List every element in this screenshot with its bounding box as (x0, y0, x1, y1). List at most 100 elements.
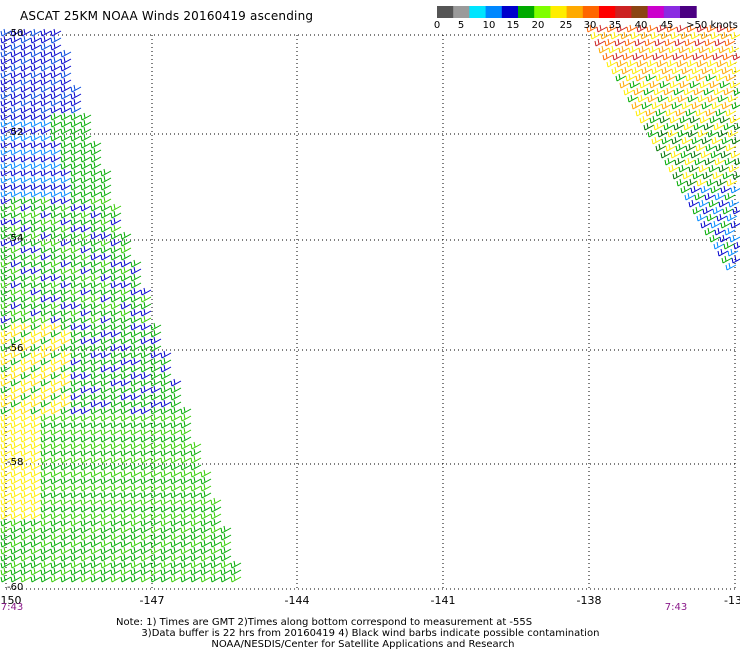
wind-barb (90, 511, 102, 520)
wind-barb (60, 378, 72, 387)
wind-barb (80, 483, 92, 492)
wind-barb (40, 539, 52, 548)
wind-barb (90, 266, 102, 275)
wind-barb (721, 66, 733, 75)
wind-barb (60, 490, 72, 499)
wind-barb (10, 105, 22, 114)
wind-barb (100, 266, 112, 275)
wind-barb (80, 518, 92, 527)
wind-barb (10, 525, 22, 534)
wind-barb (661, 66, 673, 75)
wind-barb (80, 532, 92, 541)
wind-barb (90, 455, 102, 464)
wind-barb (100, 490, 112, 499)
wind-barb (120, 336, 132, 345)
wind-barb (40, 154, 52, 163)
wind-barb (728, 164, 740, 173)
wind-barb (70, 287, 82, 296)
wind-barb (30, 441, 42, 450)
wind-barb (180, 441, 192, 450)
wind-barb (20, 35, 32, 44)
wind-barb (80, 385, 92, 394)
wind-barb (90, 245, 102, 254)
wind-barb (120, 483, 132, 492)
wind-barb (80, 357, 92, 366)
wind-barb (70, 133, 82, 142)
wind-barb (665, 108, 677, 117)
wind-barb (30, 336, 42, 345)
wind-barb (30, 532, 42, 541)
wind-barb (678, 45, 690, 54)
wind-barb (80, 553, 92, 562)
wind-barb (60, 504, 72, 513)
wind-barb (160, 462, 172, 471)
wind-barb (50, 441, 62, 450)
wind-barb (20, 455, 32, 464)
wind-barb (80, 273, 92, 282)
wind-barb (70, 364, 82, 373)
wind-barb (719, 80, 731, 89)
wind-barb (80, 210, 92, 219)
wind-barb (724, 192, 736, 201)
wind-barb (150, 476, 162, 485)
wind-barb (90, 560, 102, 569)
wind-barb (90, 574, 102, 583)
wind-barb (20, 315, 32, 324)
wind-barb (0, 406, 12, 415)
wind-barb (20, 357, 32, 366)
wind-barb (210, 497, 222, 506)
wind-barb (691, 136, 703, 145)
wind-barb (692, 206, 704, 215)
wind-barb (110, 476, 122, 485)
wind-barb (80, 203, 92, 212)
wind-barb (697, 129, 709, 138)
wind-barb (160, 546, 172, 555)
wind-barb (200, 469, 212, 478)
wind-barb (60, 462, 72, 471)
wind-barb (50, 329, 62, 338)
wind-barb (80, 469, 92, 478)
wind-barb (70, 420, 82, 429)
wind-barb (140, 294, 152, 303)
wind-barb (60, 287, 72, 296)
wind-barb (60, 392, 72, 401)
wind-barb (190, 567, 202, 576)
wind-barb (729, 234, 740, 243)
wind-barb (0, 392, 12, 401)
wind-barb (0, 308, 12, 317)
wind-barb (200, 532, 212, 541)
wind-barb (40, 77, 52, 86)
wind-barb (70, 238, 82, 247)
wind-barb (616, 59, 628, 68)
wind-barb (80, 336, 92, 345)
wind-barb (90, 532, 102, 541)
wind-barb (731, 66, 740, 75)
wind-barb (10, 301, 22, 310)
wind-barb (160, 483, 172, 492)
wind-barb (669, 80, 681, 89)
wind-barb (60, 224, 72, 233)
wind-barb (210, 525, 222, 534)
wind-barb (60, 266, 72, 275)
wind-barb (70, 84, 82, 93)
wind-barb (130, 427, 142, 436)
wind-barb (670, 31, 682, 40)
wind-barb (20, 350, 32, 359)
wind-barb (110, 336, 122, 345)
wind-barb (631, 101, 643, 110)
wind-barb (50, 217, 62, 226)
wind-barb (50, 119, 62, 128)
wind-barb (30, 406, 42, 415)
wind-barb (70, 434, 82, 443)
wind-barb (40, 525, 52, 534)
wind-barb (30, 35, 42, 44)
wind-barb (130, 378, 142, 387)
wind-barb (80, 126, 92, 135)
wind-barb (80, 224, 92, 233)
wind-barb (140, 420, 152, 429)
wind-barb (110, 280, 122, 289)
wind-barb (160, 553, 172, 562)
wind-barb (632, 52, 644, 61)
wind-barb (140, 483, 152, 492)
wind-barb (110, 294, 122, 303)
